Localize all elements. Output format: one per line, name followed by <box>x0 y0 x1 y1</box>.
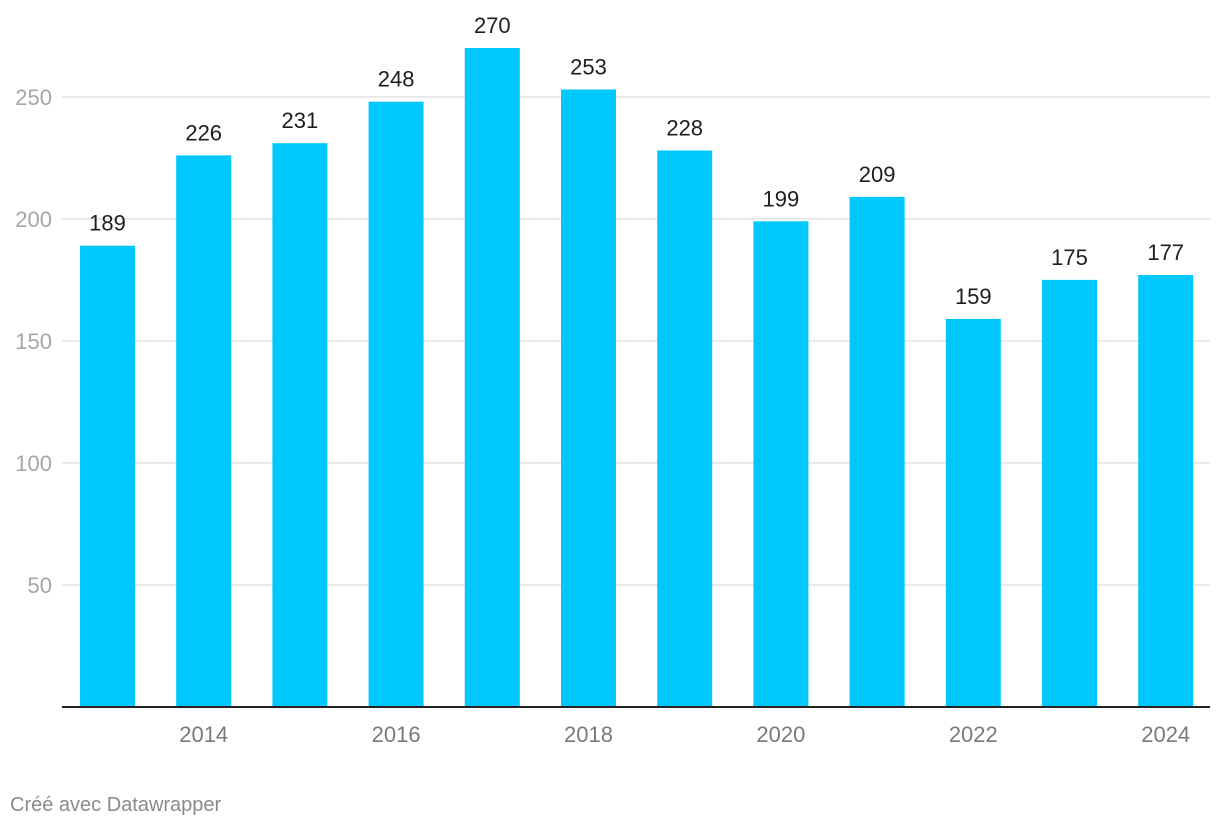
y-tick-label: 150 <box>15 329 52 354</box>
x-tick-label: 2024 <box>1141 722 1190 747</box>
data-label-2024: 177 <box>1147 240 1184 265</box>
y-tick-label: 50 <box>28 573 52 598</box>
data-label-2022: 159 <box>955 284 992 309</box>
x-axis-tick-labels: 2014 2016 2018 2020 2022 2024 <box>179 722 1190 747</box>
gridlines <box>62 96 1210 586</box>
x-tick-label: 2022 <box>949 722 998 747</box>
bar-2021 <box>849 196 905 707</box>
bar-2023 <box>1042 279 1097 707</box>
bar-2013 <box>80 245 135 707</box>
y-tick-label: 200 <box>15 207 52 232</box>
x-tick-label: 2016 <box>372 722 421 747</box>
data-label-2020: 199 <box>763 186 800 211</box>
x-tick-label: 2018 <box>564 722 613 747</box>
bar-2014 <box>176 155 232 708</box>
bars <box>80 48 1194 708</box>
bar-2022 <box>945 318 1001 707</box>
data-label-2018: 253 <box>570 54 607 79</box>
bar-chart: 50 100 150 200 250 189 226 231 248 270 253 228 199 2… <box>15 13 1210 747</box>
bar-2015 <box>272 143 328 707</box>
data-label-2013: 189 <box>89 211 126 236</box>
y-axis-tick-labels: 50 100 150 200 250 <box>15 85 52 598</box>
data-label-2016: 248 <box>378 67 415 92</box>
x-tick-label: 2020 <box>756 722 805 747</box>
bar-2016 <box>368 101 424 708</box>
data-label-2014: 226 <box>185 120 222 145</box>
data-label-2021: 209 <box>859 162 896 187</box>
x-tick-label: 2014 <box>179 722 228 747</box>
data-label-2023: 175 <box>1051 245 1088 270</box>
bar-2018 <box>561 89 616 707</box>
bar-2024 <box>1138 274 1194 707</box>
data-labels: 189 226 231 248 270 253 228 199 209 159 175 177 <box>89 13 1184 309</box>
data-label-2017: 270 <box>474 13 511 38</box>
y-tick-label: 100 <box>15 451 52 476</box>
credit-text: Créé avec Datawrapper <box>10 794 222 816</box>
data-label-2015: 231 <box>282 108 319 133</box>
bar-2017 <box>464 48 520 707</box>
data-label-2019: 228 <box>666 116 703 141</box>
bar-2019 <box>657 150 713 707</box>
bar-2020 <box>753 221 809 707</box>
y-tick-label: 250 <box>15 85 52 110</box>
